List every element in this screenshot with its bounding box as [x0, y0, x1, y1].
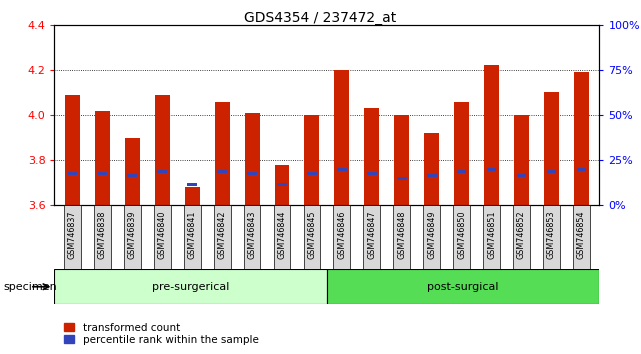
Bar — [274, 205, 290, 269]
Bar — [54, 269, 327, 304]
Bar — [514, 115, 529, 205]
Bar — [304, 205, 320, 269]
Bar — [245, 113, 260, 205]
Bar — [187, 183, 197, 186]
Text: GSM746842: GSM746842 — [218, 210, 227, 259]
Bar — [483, 205, 500, 269]
Bar — [215, 102, 229, 205]
Bar — [363, 205, 380, 269]
Bar — [547, 170, 556, 173]
Text: specimen: specimen — [3, 282, 57, 292]
Bar — [453, 205, 470, 269]
Bar — [274, 165, 290, 205]
Bar — [67, 172, 78, 175]
Text: GSM746849: GSM746849 — [427, 210, 436, 259]
Bar — [513, 205, 530, 269]
Bar — [337, 168, 347, 171]
Bar — [364, 108, 379, 205]
Bar — [247, 172, 257, 175]
Bar — [573, 205, 590, 269]
Bar — [154, 95, 170, 205]
Bar — [543, 205, 560, 269]
Bar — [367, 172, 377, 175]
Bar — [158, 170, 167, 173]
Bar — [424, 133, 439, 205]
Bar — [213, 205, 231, 269]
Text: GSM746843: GSM746843 — [247, 210, 256, 259]
Bar — [307, 172, 317, 175]
Bar — [217, 170, 227, 173]
Text: GSM746847: GSM746847 — [367, 210, 376, 259]
Bar — [154, 205, 171, 269]
Bar — [427, 175, 437, 177]
Bar — [487, 168, 496, 171]
Bar — [124, 205, 141, 269]
Bar — [125, 138, 140, 205]
Bar — [457, 170, 467, 173]
Bar — [394, 115, 409, 205]
Bar — [454, 102, 469, 205]
Text: GSM746846: GSM746846 — [337, 210, 346, 259]
Text: GSM746839: GSM746839 — [128, 210, 137, 259]
Bar — [576, 168, 587, 171]
Bar — [244, 205, 260, 269]
Text: GSM746840: GSM746840 — [158, 210, 167, 259]
Text: post-surgical: post-surgical — [428, 282, 499, 292]
Text: GSM746845: GSM746845 — [308, 210, 317, 259]
Bar — [94, 205, 111, 269]
Bar — [335, 70, 349, 205]
Bar — [128, 175, 137, 177]
Bar — [327, 269, 599, 304]
Bar — [544, 92, 559, 205]
Text: GSM746838: GSM746838 — [98, 210, 107, 259]
Bar — [394, 205, 410, 269]
Bar — [65, 95, 80, 205]
Bar — [574, 72, 589, 205]
Legend: transformed count, percentile rank within the sample: transformed count, percentile rank withi… — [60, 318, 263, 349]
Bar — [64, 205, 81, 269]
Bar — [277, 183, 287, 186]
Text: GSM746853: GSM746853 — [547, 210, 556, 259]
Bar — [184, 205, 201, 269]
Bar — [185, 187, 200, 205]
Bar — [304, 115, 319, 205]
Bar — [397, 177, 406, 179]
Bar — [333, 205, 350, 269]
Bar — [484, 65, 499, 205]
Text: GSM746851: GSM746851 — [487, 210, 496, 259]
Text: pre-surgerical: pre-surgerical — [152, 282, 229, 292]
Text: GSM746850: GSM746850 — [457, 210, 466, 259]
Text: GSM746852: GSM746852 — [517, 210, 526, 259]
Text: GDS4354 / 237472_at: GDS4354 / 237472_at — [244, 11, 397, 25]
Bar — [95, 110, 110, 205]
Text: GSM746848: GSM746848 — [397, 210, 406, 259]
Bar — [97, 172, 107, 175]
Text: GSM746854: GSM746854 — [577, 210, 586, 259]
Bar — [423, 205, 440, 269]
Bar — [517, 175, 526, 177]
Text: GSM746837: GSM746837 — [68, 210, 77, 259]
Text: GSM746841: GSM746841 — [188, 210, 197, 259]
Text: GSM746844: GSM746844 — [278, 210, 287, 259]
